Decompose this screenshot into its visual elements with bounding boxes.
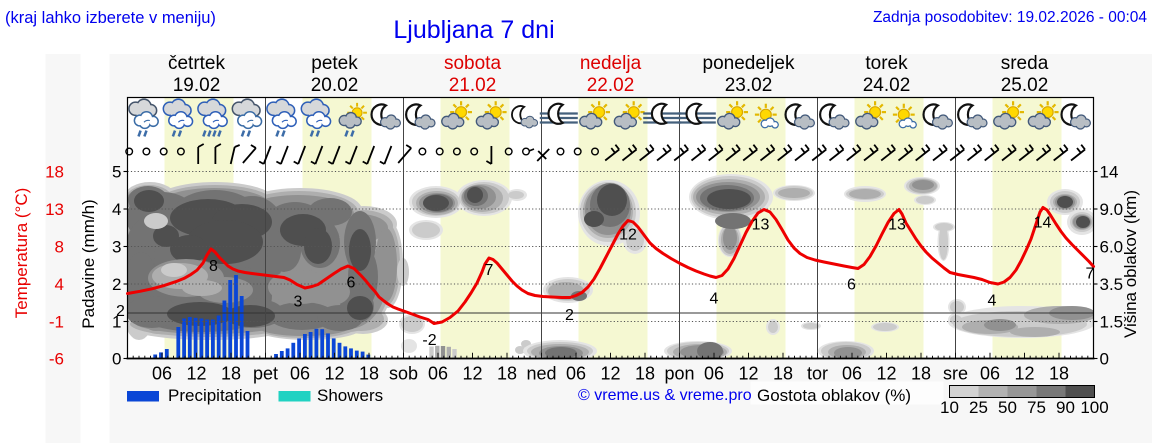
svg-text:06: 06 bbox=[428, 364, 448, 384]
svg-text:8: 8 bbox=[55, 238, 64, 257]
svg-text:7: 7 bbox=[485, 262, 494, 279]
svg-text:12: 12 bbox=[876, 364, 896, 384]
svg-text:18: 18 bbox=[221, 364, 241, 384]
svg-text:18: 18 bbox=[773, 364, 793, 384]
svg-text:pet: pet bbox=[253, 364, 278, 384]
svg-text:12: 12 bbox=[1014, 364, 1034, 384]
svg-text:50: 50 bbox=[998, 398, 1017, 417]
svg-text:3.5: 3.5 bbox=[1100, 275, 1124, 294]
svg-text:12: 12 bbox=[462, 364, 482, 384]
svg-text:06: 06 bbox=[842, 364, 862, 384]
svg-text:12: 12 bbox=[738, 364, 758, 384]
svg-text:12: 12 bbox=[619, 227, 637, 244]
svg-text:© vreme.us & vreme.pro: © vreme.us & vreme.pro bbox=[578, 387, 752, 404]
svg-text:18: 18 bbox=[1049, 364, 1069, 384]
svg-text:ponedeljek: ponedeljek bbox=[703, 53, 795, 74]
svg-text:4: 4 bbox=[112, 200, 121, 219]
svg-text:Padavine (mm/h): Padavine (mm/h) bbox=[79, 199, 98, 328]
svg-text:22.02: 22.02 bbox=[587, 75, 635, 96]
svg-text:torek: torek bbox=[865, 53, 908, 74]
svg-text:sob: sob bbox=[389, 364, 418, 384]
svg-text:7: 7 bbox=[1086, 266, 1095, 283]
svg-text:sre: sre bbox=[943, 364, 968, 384]
svg-text:-6: -6 bbox=[49, 350, 64, 369]
svg-text:2: 2 bbox=[112, 275, 121, 294]
svg-text:-2: -2 bbox=[422, 332, 436, 349]
svg-text:06: 06 bbox=[566, 364, 586, 384]
svg-text:12: 12 bbox=[186, 364, 206, 384]
svg-text:18: 18 bbox=[45, 163, 64, 182]
svg-text:100: 100 bbox=[1080, 398, 1108, 417]
svg-text:4: 4 bbox=[55, 275, 64, 294]
svg-text:2: 2 bbox=[565, 307, 574, 324]
svg-text:6: 6 bbox=[347, 275, 356, 292]
svg-text:13: 13 bbox=[752, 217, 770, 234]
svg-text:5: 5 bbox=[112, 163, 121, 182]
svg-text:četrtek: četrtek bbox=[168, 53, 226, 74]
svg-text:18: 18 bbox=[359, 364, 379, 384]
svg-text:4: 4 bbox=[710, 291, 719, 308]
svg-text:18: 18 bbox=[635, 364, 655, 384]
svg-text:20.02: 20.02 bbox=[311, 75, 359, 96]
svg-text:Gostota oblakov (%): Gostota oblakov (%) bbox=[757, 386, 911, 405]
svg-text:6: 6 bbox=[847, 277, 856, 294]
svg-text:(kraj lahko izberete v meniju): (kraj lahko izberete v meniju) bbox=[5, 9, 216, 27]
svg-text:06: 06 bbox=[290, 364, 310, 384]
svg-text:ned: ned bbox=[526, 364, 556, 384]
svg-text:Temperatura (°C): Temperatura (°C) bbox=[12, 188, 31, 319]
svg-text:18: 18 bbox=[497, 364, 517, 384]
svg-text:13: 13 bbox=[45, 200, 64, 219]
svg-text:23.02: 23.02 bbox=[725, 75, 773, 96]
svg-text:1: 1 bbox=[112, 313, 121, 332]
svg-text:6.0: 6.0 bbox=[1100, 238, 1124, 257]
svg-text:14: 14 bbox=[1034, 215, 1052, 232]
svg-text:19.02: 19.02 bbox=[173, 75, 221, 96]
svg-text:14: 14 bbox=[1100, 163, 1119, 182]
svg-text:Višina oblakov (km): Višina oblakov (km) bbox=[1121, 190, 1140, 338]
svg-text:18: 18 bbox=[911, 364, 931, 384]
svg-text:Precipitation: Precipitation bbox=[168, 386, 262, 405]
svg-text:1.5: 1.5 bbox=[1100, 313, 1124, 332]
svg-text:pon: pon bbox=[664, 364, 694, 384]
svg-text:12: 12 bbox=[600, 364, 620, 384]
svg-text:petek: petek bbox=[311, 53, 358, 74]
svg-text:06: 06 bbox=[152, 364, 172, 384]
svg-text:9.0: 9.0 bbox=[1100, 200, 1124, 219]
svg-text:10: 10 bbox=[940, 398, 959, 417]
svg-text:25: 25 bbox=[969, 398, 988, 417]
svg-text:0: 0 bbox=[1100, 350, 1109, 369]
svg-text:0: 0 bbox=[112, 350, 121, 369]
svg-text:sobota: sobota bbox=[444, 53, 501, 74]
svg-text:sreda: sreda bbox=[1001, 53, 1049, 74]
svg-text:24.02: 24.02 bbox=[863, 75, 911, 96]
svg-text:Ljubljana 7 dni: Ljubljana 7 dni bbox=[393, 16, 554, 44]
svg-text:75: 75 bbox=[1027, 398, 1046, 417]
svg-text:12: 12 bbox=[324, 364, 344, 384]
svg-text:8: 8 bbox=[209, 258, 218, 275]
svg-text:21.02: 21.02 bbox=[449, 75, 497, 96]
svg-text:25.02: 25.02 bbox=[1001, 75, 1049, 96]
svg-text:tor: tor bbox=[807, 364, 828, 384]
svg-text:06: 06 bbox=[704, 364, 724, 384]
svg-text:90: 90 bbox=[1056, 398, 1075, 417]
svg-text:4: 4 bbox=[988, 293, 997, 310]
svg-text:06: 06 bbox=[980, 364, 1000, 384]
svg-text:-1: -1 bbox=[49, 313, 64, 332]
svg-text:Zadnja posodobitev: 19.02.2026: Zadnja posodobitev: 19.02.2026 - 00:04 bbox=[873, 9, 1147, 26]
svg-text:nedelja: nedelja bbox=[580, 53, 642, 74]
svg-text:3: 3 bbox=[112, 238, 121, 257]
svg-text:Showers: Showers bbox=[317, 386, 383, 405]
svg-text:13: 13 bbox=[888, 217, 906, 234]
svg-text:3: 3 bbox=[294, 294, 303, 311]
